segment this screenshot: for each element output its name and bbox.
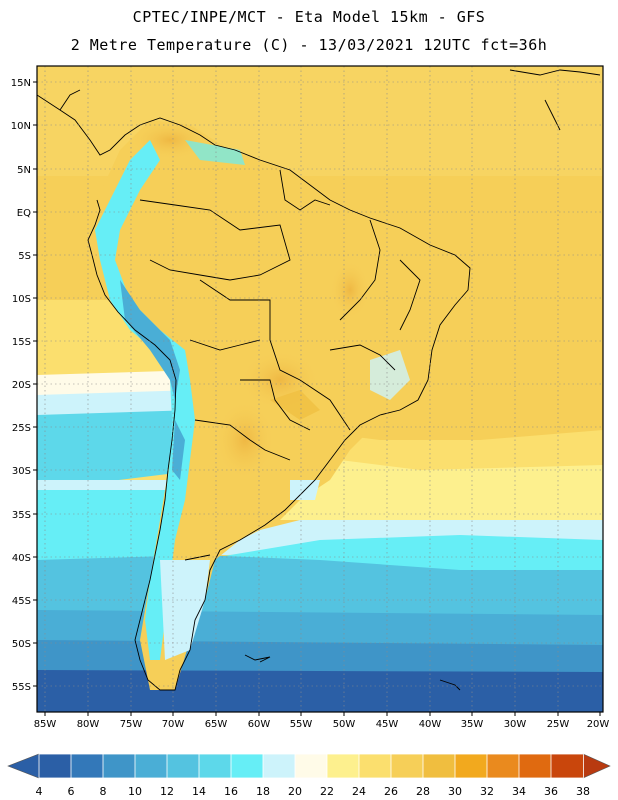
colorbar-swatch (166, 753, 200, 779)
lon-label: 60W (248, 719, 271, 730)
lat-label: 15S (12, 337, 31, 348)
lon-label: 40W (419, 719, 442, 730)
lat-label: 40S (12, 553, 31, 564)
longitude-axis: 85W 80W 75W 70W 65W 60W 55W 50W 45W 40W … (34, 712, 610, 730)
colorbar-tick-label: 8 (100, 785, 107, 798)
lon-label: 80W (77, 719, 100, 730)
lat-label: 20S (12, 380, 31, 391)
colorbar-swatch (230, 753, 264, 779)
colorbar-tick-label: 18 (256, 785, 270, 798)
lat-label: 5S (18, 251, 31, 262)
colorbar-swatch (326, 753, 360, 779)
lon-label: 25W (547, 719, 570, 730)
lon-label: 20W (587, 719, 610, 730)
colorbar-swatch (518, 753, 552, 779)
colorbar-tick-label: 22 (320, 785, 334, 798)
colorbar-tick-label: 20 (288, 785, 302, 798)
lon-label: 45W (376, 719, 399, 730)
title-line-1: CPTEC/INPE/MCT - Eta Model 15km - GFS (132, 8, 486, 26)
colorbar-swatch (294, 753, 328, 779)
title-line-2: 2 Metre Temperature (C) - 13/03/2021 12U… (70, 36, 548, 54)
lon-label: 55W (290, 719, 313, 730)
lat-label: 45S (12, 596, 31, 607)
colorbar-tick-label: 36 (544, 785, 558, 798)
colorbar-tick-label: 38 (576, 785, 590, 798)
colorbar-swatch (134, 753, 168, 779)
colorbar-swatch (422, 753, 456, 779)
lat-label: 35S (12, 510, 31, 521)
lon-label: 50W (333, 719, 356, 730)
lon-label: 30W (504, 719, 527, 730)
colorbar-swatch (70, 753, 104, 779)
lon-label: 65W (205, 719, 228, 730)
colorbar-swatch (102, 753, 136, 779)
lon-label: 85W (34, 719, 57, 730)
lat-label: 15N (11, 78, 31, 89)
colorbar: 4 6 8 10 12 14 16 18 20 22 24 26 28 30 32 34 36 38 (7, 753, 611, 798)
colorbar-tick-label: 12 (160, 785, 174, 798)
lat-label: 10S (12, 294, 31, 305)
colorbar-swatch (486, 753, 520, 779)
lon-label: 75W (120, 719, 143, 730)
colorbar-swatch (454, 753, 488, 779)
colorbar-tick-label: 10 (128, 785, 142, 798)
colorbar-swatch (38, 753, 72, 779)
lon-label: 35W (461, 719, 484, 730)
colorbar-swatch (390, 753, 424, 779)
colorbar-tick-label: 24 (352, 785, 366, 798)
colorbar-tick-label: 30 (448, 785, 462, 798)
map-border (36, 65, 604, 713)
colorbar-swatch (358, 753, 392, 779)
lat-label: 5N (17, 165, 31, 176)
colorbar-tick-label: 16 (224, 785, 238, 798)
colorbar-tick-label: 4 (36, 785, 43, 798)
colorbar-tick-label: 34 (512, 785, 526, 798)
colorbar-tick-label: 32 (480, 785, 494, 798)
lat-label: 25S (12, 423, 31, 434)
latitude-axis: 15N 10N 5N EQ 5S 10S 15S 20S 25S 30S 35S… (11, 78, 37, 693)
colorbar-tick-label: 6 (68, 785, 75, 798)
colorbar-swatch (262, 753, 296, 779)
colorbar-swatch (198, 753, 232, 779)
lat-label: 10N (11, 121, 31, 132)
lat-label: 55S (12, 682, 31, 693)
lat-label: 50S (12, 639, 31, 650)
colorbar-tick-label: 28 (416, 785, 430, 798)
colorbar-swatch (550, 753, 584, 779)
lat-label: 30S (12, 466, 31, 477)
lat-label: EQ (17, 208, 31, 219)
colorbar-tick-label: 14 (192, 785, 206, 798)
colorbar-tick-label: 26 (384, 785, 398, 798)
colorbar-arrow-right (582, 753, 611, 779)
colorbar-arrow-left (7, 753, 40, 779)
lon-label: 70W (162, 719, 185, 730)
map-fill (37, 66, 603, 712)
